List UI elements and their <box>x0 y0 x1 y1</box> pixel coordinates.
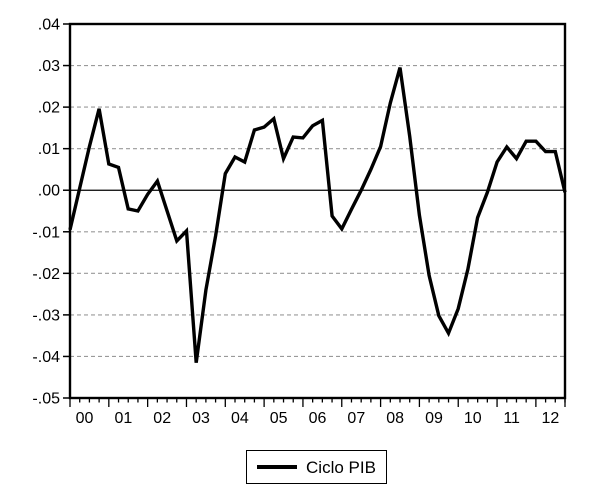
x-axis-tick-labels: 00 01 02 03 04 05 06 07 08 09 10 11 12 <box>69 398 566 427</box>
series-line-ciclo-pib <box>68 67 567 363</box>
y-tick-label: -.03 <box>32 307 60 324</box>
y-tick-label: -.04 <box>32 349 60 366</box>
x-tick-label: 02 <box>153 410 171 427</box>
plot-frame <box>68 22 567 400</box>
x-tick-label: 12 <box>542 410 560 427</box>
y-tick-label: .01 <box>38 141 60 158</box>
x-tick-label: 06 <box>309 410 327 427</box>
x-tick-label: 08 <box>386 410 404 427</box>
x-tick-label: 10 <box>464 410 482 427</box>
y-tick-label: -.02 <box>32 266 60 283</box>
y-tick-label: .02 <box>38 100 60 117</box>
y-tick-label: -.01 <box>32 224 60 241</box>
y-tick-label: .00 <box>38 183 60 200</box>
x-tick-label: 00 <box>76 410 94 427</box>
y-tick-label: .03 <box>38 58 60 75</box>
x-tick-label: 11 <box>503 410 520 427</box>
x-tick-label: 05 <box>270 410 288 427</box>
x-tick-label: 09 <box>425 410 443 427</box>
legend-label: Ciclo PIB <box>306 457 376 477</box>
y-axis-tick-labels: .04 .03 .02 .01 .00 -.01 -.02 -.03 -.04 -.05 <box>32 17 70 408</box>
legend: Ciclo PIB <box>246 450 387 484</box>
legend-line-sample-icon <box>257 465 298 469</box>
x-tick-label: 03 <box>192 410 210 427</box>
x-tick-label: 07 <box>347 410 365 427</box>
y-tick-label: -.05 <box>32 391 60 408</box>
y-tick-label: .04 <box>38 17 60 34</box>
x-tick-label: 01 <box>114 410 132 427</box>
y-grid <box>70 65 565 357</box>
x-tick-label: 04 <box>231 410 249 427</box>
